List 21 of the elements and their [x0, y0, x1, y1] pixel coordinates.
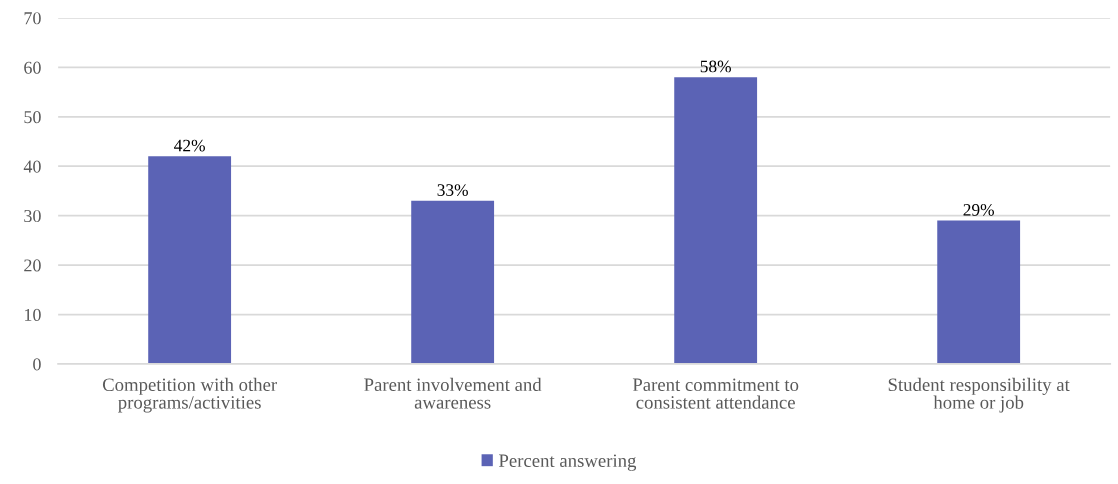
- x-tick-label: Parent commitment to consistent attendance: [632, 378, 799, 409]
- x-tick-label: Competition with other programs/activities: [102, 377, 277, 413]
- bar: [148, 156, 232, 364]
- data-label: 33%: [437, 184, 468, 196]
- y-tick-label: 0: [33, 358, 41, 371]
- data-label: 42%: [174, 139, 205, 152]
- data-label: 58%: [700, 60, 731, 73]
- y-tick-label: 40: [23, 160, 41, 173]
- y-tick-label: 60: [24, 61, 41, 74]
- bar: [411, 200, 495, 364]
- y-tick-label: 70: [24, 12, 41, 25]
- x-tick-label: Parent involvement and awareness: [364, 377, 542, 409]
- bar: [674, 77, 758, 364]
- bar: [937, 220, 1021, 364]
- legend-label: Percent answering: [498, 454, 637, 471]
- y-tick-label: 20: [24, 259, 41, 272]
- data-label: 29%: [963, 203, 994, 216]
- x-tick-label: Student responsibility at home or job: [888, 377, 1070, 413]
- y-tick-label: 10: [25, 308, 41, 321]
- y-tick-label: 30: [24, 209, 41, 223]
- y-tick-label: 50: [24, 111, 41, 124]
